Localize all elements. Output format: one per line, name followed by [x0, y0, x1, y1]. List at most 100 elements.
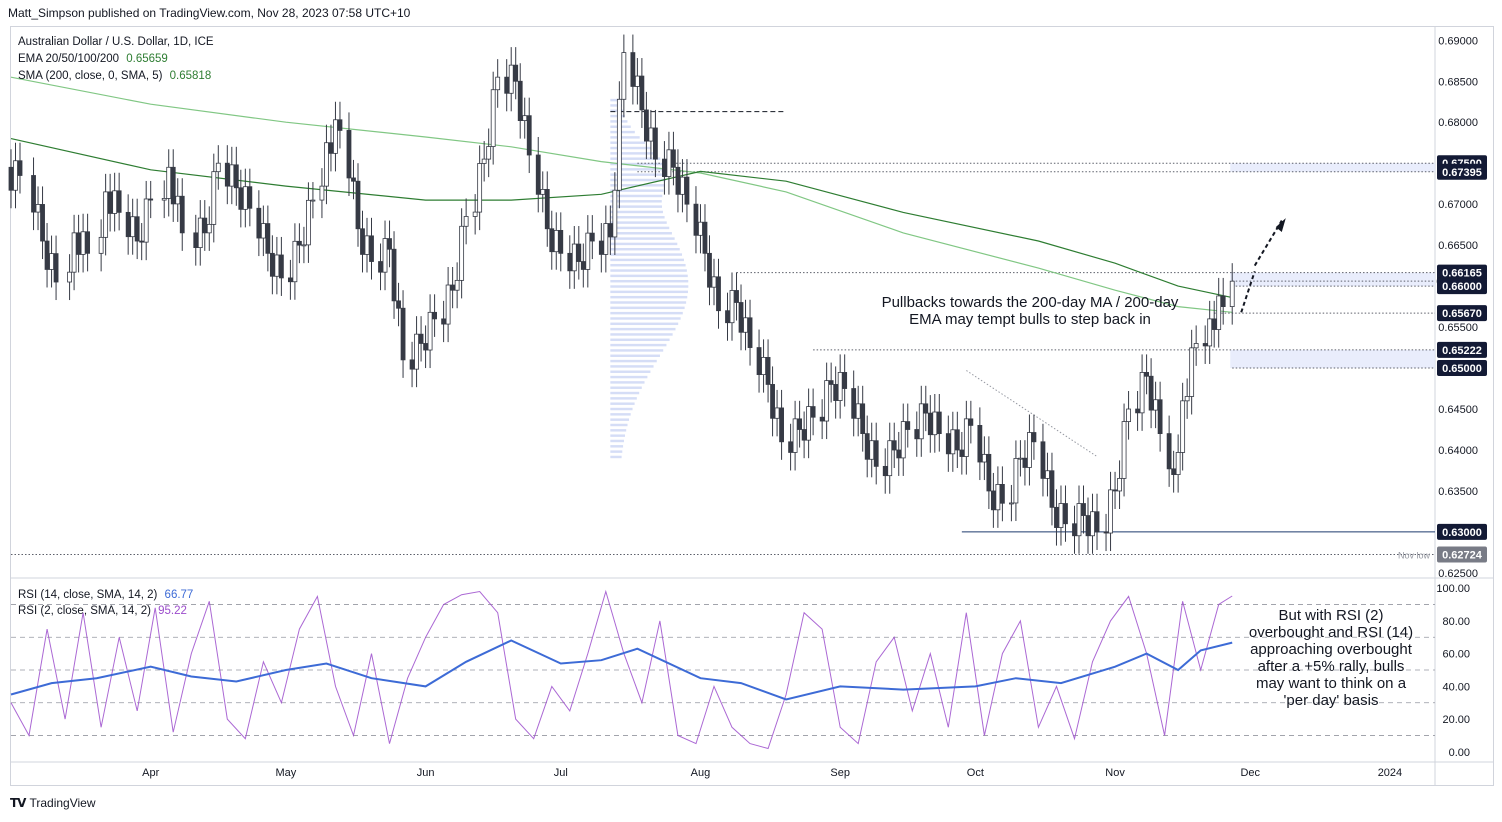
price-tick-label: 0.67000 [1438, 199, 1478, 211]
candle-body [387, 238, 392, 250]
volume-profile-bar [610, 104, 622, 107]
pullback-annotation-line1: Pullbacks towards the 200-day MA / 200-d… [881, 294, 1179, 311]
candle-body [810, 406, 816, 418]
candle-body [13, 160, 18, 191]
legend-sma-label: SMA (200, close, 0, SMA, 5) [18, 70, 163, 82]
price-zone [1230, 163, 1435, 172]
candle-body [125, 211, 131, 238]
volume-profile-bar [610, 295, 688, 299]
candle-body [337, 119, 343, 131]
candle-body [662, 158, 667, 177]
candle-body [571, 243, 577, 272]
candle-body [161, 198, 167, 201]
candle-body [756, 347, 762, 376]
time-axis-label: Oct [967, 767, 984, 779]
candle-body [360, 228, 365, 255]
volume-profile-bar [610, 423, 628, 427]
candle-body [923, 403, 929, 414]
price-level-badge [1437, 264, 1487, 281]
candle-body [265, 223, 271, 254]
volume-profile-bar [610, 205, 662, 208]
candle-body [950, 429, 956, 455]
volume-profile-bar [610, 178, 666, 182]
volume-profile-bar [610, 226, 670, 230]
footer-brand[interactable]: 𝗧𝗩 TradingView [10, 796, 96, 810]
candle-body [702, 221, 708, 254]
candle-body [1031, 432, 1037, 443]
candle-body [206, 223, 212, 234]
candle-body [792, 418, 798, 453]
volume-profile-bar [610, 386, 642, 389]
candle-body [738, 302, 744, 333]
rsi-annotation-line: approaching overbought [1250, 641, 1412, 658]
candle-body [441, 318, 447, 325]
price-level-badge [1437, 163, 1487, 180]
candle-body [116, 190, 122, 213]
legend-ema-value: 0.65659 [126, 53, 168, 65]
candle-body [918, 403, 924, 440]
candle-body [842, 372, 848, 389]
candle-body [905, 421, 911, 430]
volume-profile-bar [610, 194, 663, 198]
legend-symbol-title: Australian Dollar / U.S. Dollar, 1D, ICE [18, 36, 214, 48]
candle-body [716, 276, 721, 312]
price-tick-label: 0.65500 [1438, 322, 1478, 334]
candle-body [450, 284, 456, 291]
candle-body [648, 127, 654, 142]
legend-rsi2: RSI (2, close, SMA, 14, 2) 95.22 [18, 605, 187, 617]
candle-body [779, 407, 784, 443]
candle-body [202, 217, 208, 234]
candle-body [400, 307, 406, 361]
price-level-label: 0.67395 [1442, 167, 1482, 179]
candle-body [927, 412, 933, 436]
candle-body [576, 243, 582, 262]
price-tick-label: 0.64000 [1438, 445, 1478, 457]
candle-body [1144, 372, 1149, 377]
candle-body [936, 411, 942, 435]
rsi14-line [10, 639, 1233, 701]
volume-profile-bar [610, 327, 676, 331]
candle-body [1135, 408, 1140, 414]
candle-body [297, 240, 302, 246]
candle-body [833, 384, 839, 401]
candle-body [278, 254, 284, 279]
candle-body [53, 253, 59, 283]
candle-body [1157, 399, 1163, 435]
rsi-annotation-line: may want to think on a [1255, 675, 1407, 692]
candle-body [472, 211, 478, 217]
candle-body [747, 317, 753, 348]
candle-body [1121, 421, 1127, 479]
price-level-label: 0.65000 [1442, 363, 1482, 375]
candle-body [418, 333, 424, 344]
volume-profile-bar [610, 98, 621, 102]
candle-body [797, 418, 803, 430]
candle-body [891, 440, 897, 451]
volume-profile-bar [610, 407, 633, 411]
candle-body [693, 203, 699, 236]
volume-profile-bar [610, 359, 657, 363]
volume-profile-bar [610, 157, 661, 160]
candle-body [616, 98, 622, 191]
candle-body [517, 80, 523, 121]
candle-body [346, 130, 352, 179]
candle-body [40, 204, 45, 242]
volume-profile-bar [610, 317, 681, 320]
price-zone [1230, 349, 1435, 369]
candle-body [193, 232, 199, 249]
volume-profile-bar [610, 274, 688, 278]
candle-body [1085, 515, 1091, 537]
candle-body [914, 429, 920, 440]
candle-body [85, 231, 91, 254]
candle-body [526, 115, 532, 156]
candle-body [698, 221, 703, 236]
candle-body [427, 311, 433, 351]
candle-body [229, 164, 235, 187]
ema200-line [10, 138, 1233, 299]
volume-profile-bar [610, 402, 635, 405]
legend-ema: EMA 20/50/100/200 0.65659 [18, 53, 168, 65]
candle-body [166, 166, 172, 199]
candle-body [1018, 457, 1023, 460]
price-tick-label: 0.64500 [1438, 404, 1478, 416]
candle-body [463, 216, 469, 227]
